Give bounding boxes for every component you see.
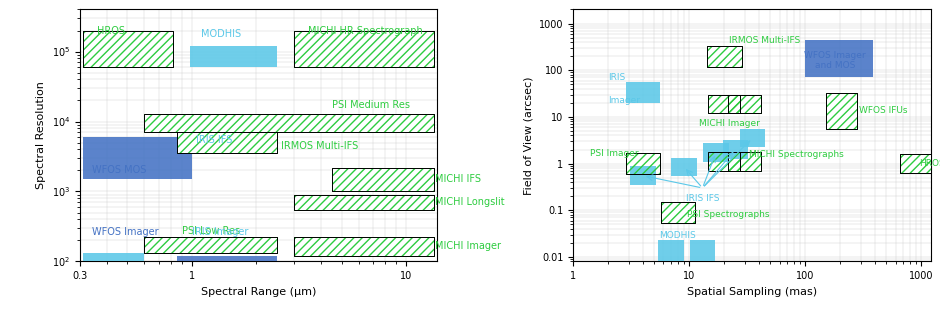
Bar bbox=[728, 152, 760, 171]
Bar bbox=[626, 153, 661, 174]
Text: IRIS IFS: IRIS IFS bbox=[685, 194, 719, 203]
Bar bbox=[294, 238, 434, 256]
Bar bbox=[631, 166, 656, 185]
Text: MODHIS: MODHIS bbox=[660, 231, 697, 240]
Bar bbox=[707, 46, 742, 67]
Bar bbox=[332, 168, 434, 192]
Bar bbox=[83, 31, 173, 67]
Text: IRIS: IRIS bbox=[608, 73, 625, 82]
Text: MICHI Imager: MICHI Imager bbox=[434, 241, 501, 251]
Text: IRIS IFS: IRIS IFS bbox=[196, 135, 233, 145]
Text: IRIS Imager: IRIS Imager bbox=[192, 227, 248, 238]
Bar bbox=[294, 238, 434, 256]
Bar bbox=[294, 195, 434, 210]
Text: IRMOS Multi-IFS: IRMOS Multi-IFS bbox=[281, 141, 358, 151]
Bar bbox=[294, 195, 434, 210]
Bar bbox=[332, 168, 434, 192]
Bar bbox=[626, 153, 661, 174]
Bar bbox=[294, 31, 434, 67]
Bar bbox=[740, 129, 765, 147]
Text: Imager: Imager bbox=[608, 96, 640, 105]
Bar bbox=[728, 94, 760, 113]
Bar bbox=[294, 31, 434, 67]
Text: MODHIS: MODHIS bbox=[201, 29, 241, 39]
Bar bbox=[690, 240, 715, 263]
Bar bbox=[626, 82, 661, 103]
Bar bbox=[83, 31, 173, 67]
Bar bbox=[708, 152, 741, 171]
Bar bbox=[294, 238, 434, 256]
Text: PSI Low Res: PSI Low Res bbox=[182, 226, 241, 236]
Text: MICHI Imager: MICHI Imager bbox=[698, 119, 760, 128]
X-axis label: Spectral Range (μm): Spectral Range (μm) bbox=[201, 287, 316, 297]
Text: MICHI HR Spectrograph: MICHI HR Spectrograph bbox=[308, 26, 423, 36]
Bar bbox=[145, 238, 277, 254]
Bar bbox=[83, 137, 192, 179]
Bar bbox=[708, 94, 741, 113]
Bar bbox=[728, 94, 760, 113]
Bar bbox=[825, 93, 857, 129]
Text: PSI Imager: PSI Imager bbox=[590, 149, 639, 158]
Text: HROS: HROS bbox=[918, 159, 940, 168]
Bar bbox=[177, 256, 277, 261]
Text: MICHI Spectrographs: MICHI Spectrographs bbox=[749, 150, 844, 158]
Bar bbox=[806, 40, 872, 77]
Text: PSI Medium Res: PSI Medium Res bbox=[332, 100, 410, 110]
Bar bbox=[900, 154, 932, 173]
X-axis label: Spatial Sampling (mas): Spatial Sampling (mas) bbox=[687, 287, 817, 297]
Bar bbox=[708, 152, 741, 171]
Text: WFOS Imager
and MOS: WFOS Imager and MOS bbox=[804, 51, 866, 70]
Bar bbox=[190, 46, 277, 67]
Bar bbox=[708, 94, 741, 113]
Text: MICHI Longslit: MICHI Longslit bbox=[434, 197, 504, 207]
Bar bbox=[177, 132, 277, 153]
Bar bbox=[900, 154, 932, 173]
Bar bbox=[145, 238, 277, 254]
Bar bbox=[83, 31, 173, 67]
Text: MICHI IFS: MICHI IFS bbox=[434, 174, 480, 184]
Bar bbox=[177, 132, 277, 153]
Bar bbox=[671, 158, 697, 176]
Bar bbox=[332, 168, 434, 192]
Text: HROS: HROS bbox=[97, 26, 125, 36]
Bar bbox=[659, 240, 684, 263]
Bar bbox=[728, 152, 760, 171]
Y-axis label: Field of View (arcsec): Field of View (arcsec) bbox=[524, 76, 533, 195]
Bar bbox=[626, 153, 661, 174]
Bar bbox=[294, 195, 434, 210]
Bar bbox=[728, 152, 760, 171]
Bar bbox=[707, 46, 742, 67]
Bar bbox=[825, 93, 857, 129]
Y-axis label: Spectral Resolution: Spectral Resolution bbox=[36, 82, 46, 189]
Bar bbox=[661, 202, 696, 223]
Bar bbox=[728, 94, 760, 113]
Text: PSI Spectrographs: PSI Spectrographs bbox=[686, 210, 769, 219]
Bar bbox=[145, 114, 434, 132]
Bar bbox=[723, 140, 748, 159]
Bar bbox=[825, 93, 857, 129]
Bar bbox=[708, 94, 741, 113]
Bar bbox=[661, 202, 696, 223]
Bar bbox=[707, 46, 742, 67]
Text: WFOS Imager: WFOS Imager bbox=[91, 227, 158, 238]
Bar bbox=[177, 122, 277, 149]
Text: IRMOS Multi-IFS: IRMOS Multi-IFS bbox=[729, 36, 800, 45]
Bar bbox=[177, 132, 277, 153]
Text: WFOS MOS: WFOS MOS bbox=[91, 165, 146, 175]
Bar bbox=[145, 114, 434, 132]
Bar bbox=[661, 202, 696, 223]
Bar bbox=[83, 254, 145, 261]
Bar bbox=[145, 114, 434, 132]
Bar bbox=[294, 31, 434, 67]
Bar bbox=[703, 143, 728, 162]
Text: WFOS IFUs: WFOS IFUs bbox=[859, 106, 907, 115]
Bar bbox=[145, 238, 277, 254]
Bar bbox=[900, 154, 932, 173]
Bar bbox=[708, 152, 741, 171]
